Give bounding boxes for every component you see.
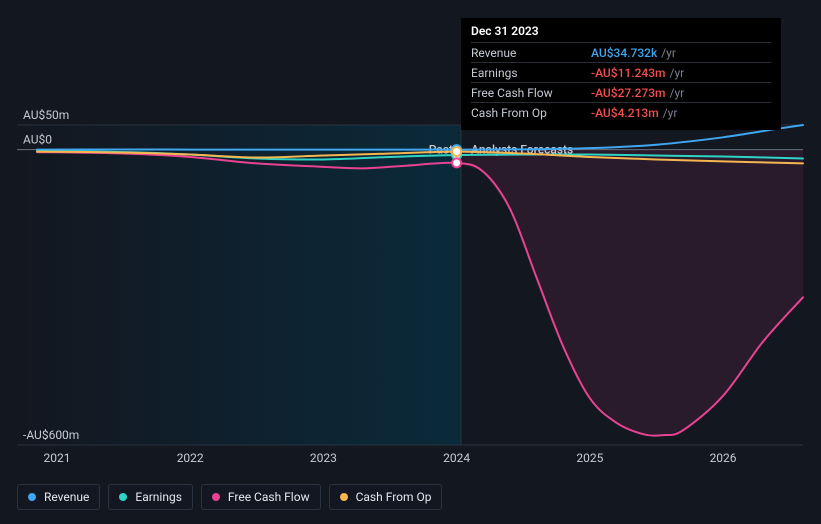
- tooltip-metric-value: AU$34.732k: [591, 46, 657, 60]
- tooltip-metric-value: -AU$27.273m: [591, 86, 666, 100]
- legend-label: Earnings: [135, 490, 182, 504]
- tooltip-row: Free Cash Flow-AU$27.273m/yr: [471, 82, 771, 102]
- y-axis-label: AU$0: [23, 133, 52, 147]
- x-axis-label: 2023: [310, 451, 337, 465]
- x-axis-label: 2024: [443, 451, 470, 465]
- tooltip-metric-value: -AU$4.213m: [591, 106, 659, 120]
- chart-legend: Revenue Earnings Free Cash Flow Cash From O…: [17, 484, 442, 510]
- tooltip-unit: /yr: [670, 66, 685, 80]
- marker-fcf: [452, 158, 461, 167]
- tooltip-row: Cash From Op-AU$4.213m/yr: [471, 102, 771, 122]
- tooltip-metric-label: Earnings: [471, 66, 591, 80]
- y-axis-label: AU$50m: [23, 108, 69, 122]
- legend-item-fcf[interactable]: Free Cash Flow: [201, 484, 321, 510]
- legend-label: Cash From Op: [356, 490, 432, 504]
- legend-item-revenue[interactable]: Revenue: [17, 484, 100, 510]
- legend-label: Revenue: [44, 490, 89, 504]
- earnings-forecast-chart: { "chart": { "width": 821, "height": 524…: [0, 0, 821, 524]
- legend-dot-icon: [28, 493, 36, 501]
- tooltip-row: RevenueAU$34.732k/yr: [471, 42, 771, 62]
- legend-label: Free Cash Flow: [228, 490, 310, 504]
- legend-item-cfo[interactable]: Cash From Op: [329, 484, 443, 510]
- x-axis-label: 2025: [576, 451, 603, 465]
- tooltip-row: Earnings-AU$11.243m/yr: [471, 62, 771, 82]
- tooltip-metric-label: Revenue: [471, 46, 591, 60]
- chart-tooltip: Dec 31 2023 RevenueAU$34.732k/yrEarnings…: [461, 18, 781, 130]
- legend-item-earnings[interactable]: Earnings: [108, 484, 193, 510]
- x-axis-label: 2026: [710, 451, 737, 465]
- marker-cfo: [452, 147, 461, 156]
- tooltip-metric-label: Free Cash Flow: [471, 86, 591, 100]
- tooltip-date: Dec 31 2023: [471, 24, 771, 42]
- x-axis-label: 2022: [177, 451, 204, 465]
- legend-dot-icon: [340, 493, 348, 501]
- y-axis-label: -AU$600m: [23, 428, 79, 442]
- legend-dot-icon: [119, 493, 127, 501]
- tooltip-unit: /yr: [670, 86, 685, 100]
- tooltip-unit: /yr: [663, 106, 678, 120]
- tooltip-unit: /yr: [661, 46, 676, 60]
- tooltip-metric-value: -AU$11.243m: [591, 66, 666, 80]
- tooltip-metric-label: Cash From Op: [471, 106, 591, 120]
- x-axis-label: 2021: [43, 451, 70, 465]
- legend-dot-icon: [212, 493, 220, 501]
